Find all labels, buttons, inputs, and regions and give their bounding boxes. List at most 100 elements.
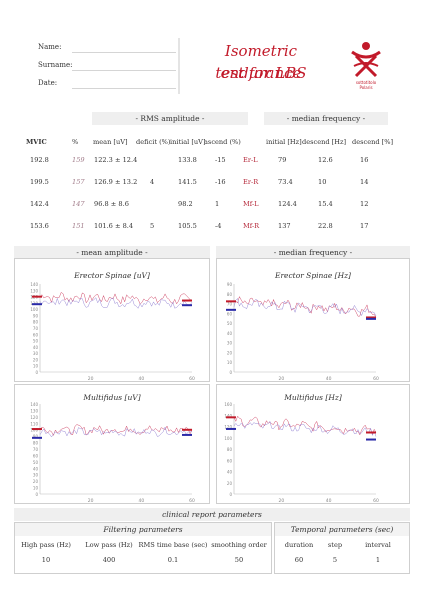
mf-freq-end-red (366, 431, 376, 434)
median-descend-pct: 14 (360, 178, 369, 186)
surname-field[interactable] (72, 70, 176, 71)
mvic-pct: 147 (72, 200, 85, 208)
mean-value: 126.9 ± 13.2 (94, 178, 138, 186)
er-amp-end-blue (182, 304, 192, 307)
mvic-value: 192.8 (30, 156, 49, 164)
er-freq-ytick: 70 (227, 302, 233, 307)
muscle-label: Er-L (243, 156, 258, 164)
mf-amp-ytick: 40 (33, 466, 39, 471)
er-freq-xtick: 20 (278, 376, 284, 382)
report-title-2: test for LBS (215, 64, 307, 82)
mf-freq-ytick: 80 (227, 447, 233, 452)
mean-value: 96.8 ± 8.6 (94, 200, 129, 208)
median-descend-pct: 12 (360, 200, 369, 208)
mvic-value: 199.5 (30, 178, 49, 186)
patient-info: Name: Surname: Date: (38, 40, 178, 92)
temporal-value: 60 (294, 556, 304, 564)
muscle-label: Er-R (243, 178, 259, 186)
ascend-value: -15 (215, 156, 226, 164)
mvic-value: 142.4 (30, 200, 49, 208)
er-freq-ytick: 30 (227, 341, 233, 346)
mf-freq-ytick: 0 (229, 492, 232, 497)
mvic-pct: 157 (72, 178, 85, 186)
er-amp-xtick: 40 (138, 376, 144, 382)
er-freq-start-red (226, 300, 236, 303)
mf-freq-ytick: 120 (224, 425, 232, 430)
mf-amp-xtick: 40 (138, 498, 144, 504)
muscle-label: Mf-L (243, 200, 259, 208)
er-amp-ytick: 70 (33, 326, 39, 331)
col-m-descend-pct: descend [%] (352, 138, 394, 146)
temporal-header: duration (284, 541, 314, 549)
median-descend-hz: 12.6 (318, 156, 333, 164)
median-descend-hz: 10 (318, 178, 327, 186)
filter-header: smoothing order (211, 541, 267, 549)
er-amp-ytick: 90 (33, 313, 39, 318)
mvic-header: MVIC (26, 138, 47, 146)
mf-freq-ytick: 100 (224, 436, 232, 441)
mvic-value: 153.6 (30, 222, 49, 230)
mvic-pct: 151 (72, 222, 85, 230)
er-freq-xtick: 60 (373, 376, 379, 382)
report-title-1: Isometric endurance (220, 42, 302, 82)
filter-value: 400 (102, 556, 116, 564)
date-field[interactable] (72, 88, 176, 89)
median-initial: 137 (278, 222, 291, 230)
mf-amp-ytick: 80 (33, 441, 39, 446)
er-freq-ytick: 80 (227, 292, 233, 297)
temporal-header: step (327, 541, 343, 549)
initial-value: 141.5 (178, 178, 197, 186)
er-amp-series-a (39, 292, 193, 305)
mf-freq-start-red (226, 416, 236, 419)
ascend-value: 1 (215, 200, 220, 208)
er-freq-series-b (233, 298, 377, 317)
mf-amp-start-red (32, 428, 42, 431)
header-divider (178, 38, 180, 94)
mf-freq-series-a (233, 415, 377, 436)
filter-header: RMS time base (sec) (138, 541, 208, 549)
col-m-descend-hz: descend [Hz] (302, 138, 347, 146)
name-field[interactable] (72, 52, 176, 53)
er-amp-xtick: 20 (88, 376, 94, 382)
temporal-panel: Temporal parameters (sec) (274, 522, 410, 574)
rms-title: - RMS amplitude - (92, 112, 248, 125)
mf-amp-title: Multifidus [uV] (83, 393, 141, 402)
surname-label: Surname: (38, 61, 73, 69)
mvic-pct: 159 (72, 156, 85, 164)
median-descend-hz: 22.8 (318, 222, 333, 230)
mf-freq-xtick: 60 (373, 498, 379, 504)
filter-value: 0.1 (167, 556, 179, 564)
mf-amp-ytick: 20 (33, 479, 39, 484)
initial-value: 98.2 (178, 200, 193, 208)
deficit-value: 5 (150, 222, 155, 230)
er-freq-end-red (366, 316, 376, 319)
mf-freq-series-b (233, 420, 377, 437)
er-amp-panel: Erector Spinae [uV] (14, 258, 210, 382)
mf-amp-ytick: 10 (33, 486, 39, 491)
median-initial: 124.4 (278, 200, 297, 208)
mf-amp-ytick: 90 (33, 434, 39, 439)
mf-freq-end-blue (366, 438, 376, 441)
mf-freq-start-blue (226, 427, 236, 430)
logo-text-2: Polaris (359, 85, 373, 90)
er-amp-ytick: 130 (30, 288, 38, 293)
mean-amplitude-title: - mean amplitude - (14, 246, 210, 259)
er-freq-end-blue (366, 317, 376, 320)
mf-freq-ytick: 160 (224, 402, 232, 407)
col-mean: mean [uV] (93, 138, 128, 146)
er-amp-ytick: 20 (33, 357, 39, 362)
er-freq-ytick: 10 (227, 360, 233, 365)
mf-amp-ytick: 70 (33, 447, 39, 452)
mf-amp-ytick: 100 (30, 428, 38, 433)
filter-value: 50 (234, 556, 244, 564)
mean-value: 101.6 ± 8.4 (94, 222, 134, 230)
ascend-value: -16 (215, 178, 226, 186)
mf-amp-xtick: 60 (189, 498, 195, 504)
er-amp-ytick: 50 (33, 339, 39, 344)
mf-freq-title: Multifidus [Hz] (284, 393, 342, 402)
filtering-title: Filtering parameters (15, 523, 271, 536)
er-amp-end-red (182, 299, 192, 302)
pct-header: % (72, 138, 79, 146)
er-amp-ytick: 100 (30, 307, 38, 312)
temporal-value: 5 (332, 556, 338, 564)
